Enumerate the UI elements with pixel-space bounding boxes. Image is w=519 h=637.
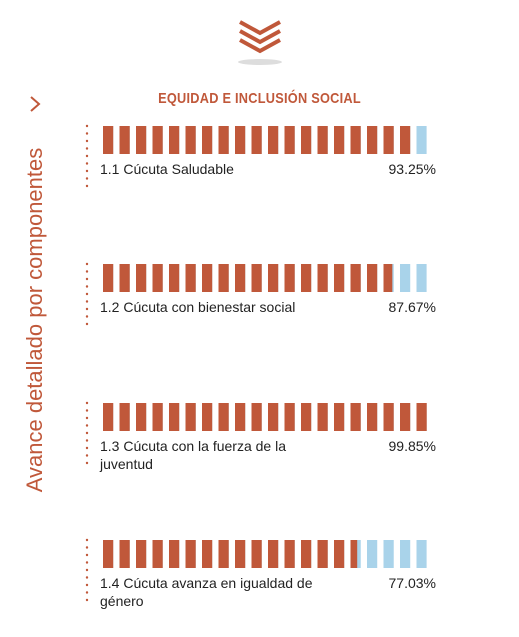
dot	[85, 322, 89, 326]
category-label: 1.4 Cúcuta avanza en igualdad de género	[100, 575, 313, 609]
segments	[103, 403, 427, 431]
dot	[85, 285, 89, 288]
dot	[85, 591, 89, 594]
value-label: 93.25%	[388, 161, 436, 177]
dot	[85, 401, 89, 405]
dot	[85, 132, 89, 135]
dot	[85, 262, 89, 266]
chart-title: EQUIDAD E INCLUSIÓN SOCIAL	[158, 90, 361, 107]
category-label: 1.1 Cúcuta Saludable	[100, 161, 234, 177]
bar	[103, 403, 427, 431]
dot	[85, 538, 89, 542]
dot	[85, 300, 89, 303]
dot	[85, 454, 89, 457]
side-label: Avance detallado por componentes	[22, 147, 47, 493]
dot	[85, 576, 89, 579]
segments	[103, 540, 427, 568]
bar-track	[103, 540, 427, 568]
side-arrow	[30, 96, 41, 112]
dot	[85, 439, 89, 442]
segments	[103, 126, 427, 154]
dot	[85, 546, 89, 549]
dot	[85, 169, 89, 173]
dot	[85, 416, 89, 420]
dot	[85, 568, 89, 572]
icon-shadow	[238, 59, 282, 65]
value-label: 87.67%	[388, 299, 436, 315]
bar-track	[103, 264, 427, 292]
dot	[85, 598, 89, 602]
dot	[85, 446, 89, 450]
category-label: 1.3 Cúcuta con la fuerza de la juventud	[100, 438, 287, 472]
dot	[85, 409, 89, 412]
bar-track	[103, 403, 427, 431]
dot	[85, 553, 89, 557]
dot	[85, 277, 89, 281]
bar	[103, 264, 393, 292]
value-label: 99.85%	[388, 438, 436, 454]
chevron-icon	[239, 20, 281, 54]
dot	[85, 124, 89, 128]
dot	[85, 162, 89, 165]
dot	[85, 424, 89, 427]
bar-track	[103, 126, 427, 154]
dot	[85, 461, 89, 465]
dot	[85, 147, 89, 150]
dot	[85, 431, 89, 435]
dot	[85, 292, 89, 296]
dot	[85, 583, 89, 587]
dot	[85, 270, 89, 273]
dot	[85, 307, 89, 311]
dot	[85, 315, 89, 318]
dot	[85, 139, 89, 143]
dot	[85, 177, 89, 180]
bar	[103, 126, 411, 154]
bar	[103, 540, 358, 568]
dot	[85, 561, 89, 564]
value-label: 77.03%	[388, 575, 436, 591]
segments	[103, 264, 427, 292]
category-label: 1.2 Cúcuta con bienestar social	[100, 299, 296, 315]
dot	[85, 184, 89, 188]
dot	[85, 154, 89, 158]
